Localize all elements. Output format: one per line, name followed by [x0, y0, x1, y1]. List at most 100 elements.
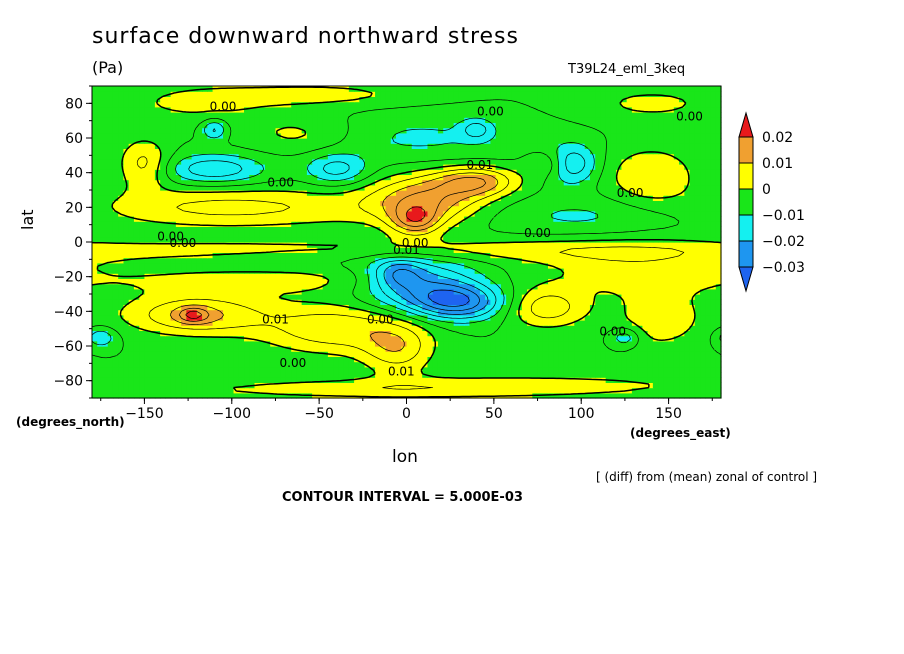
field-cell — [275, 335, 282, 342]
field-cell — [584, 392, 591, 399]
field-cell — [705, 314, 712, 321]
field-cell — [537, 236, 544, 243]
field-cell — [700, 320, 706, 326]
field-cell — [259, 392, 266, 399]
field-cell — [233, 325, 240, 331]
field-cell — [616, 200, 623, 207]
field-cell — [631, 184, 638, 191]
field-cell — [306, 210, 313, 217]
field-cell — [280, 205, 287, 212]
field-cell — [432, 325, 439, 331]
field-cell — [275, 320, 282, 326]
field-cell — [291, 205, 298, 212]
field-cell — [553, 356, 560, 363]
field-cell — [500, 273, 507, 279]
field-cell — [102, 273, 109, 279]
field-cell — [354, 231, 360, 238]
field-cell — [558, 262, 565, 269]
field-cell — [186, 226, 193, 233]
field-cell — [233, 262, 240, 269]
field-cell — [154, 221, 161, 227]
field-cell — [500, 309, 507, 316]
field-cell — [212, 242, 219, 248]
field-cell — [715, 210, 722, 217]
field-cell — [144, 330, 151, 337]
field-cell — [244, 184, 250, 191]
field-cell — [443, 325, 450, 331]
field-cell — [584, 190, 591, 196]
field-cell — [568, 216, 575, 222]
field-cell — [259, 273, 266, 279]
field-cell — [610, 346, 617, 352]
field-cell — [359, 205, 366, 212]
field-cell — [715, 392, 722, 399]
field-cell — [631, 273, 638, 279]
field-cell — [458, 252, 465, 259]
field-cell — [647, 268, 654, 274]
field-cell — [196, 325, 203, 331]
field-cell — [354, 382, 360, 389]
field-cell — [165, 361, 172, 368]
field-cell — [170, 262, 177, 269]
field-cell — [411, 288, 418, 295]
field-cell — [422, 190, 429, 196]
field-cell — [249, 226, 256, 233]
field-cell — [432, 320, 439, 326]
field-cell — [568, 190, 575, 196]
field-cell — [160, 221, 166, 227]
field-cell — [390, 242, 397, 248]
field-cell — [437, 288, 444, 295]
field-cell — [464, 346, 470, 352]
field-cell — [154, 283, 161, 290]
field-cell — [202, 288, 208, 295]
field-cell — [107, 304, 114, 311]
field-cell — [359, 273, 366, 279]
field-cell — [616, 356, 623, 363]
field-cell — [327, 262, 334, 269]
field-cell — [511, 309, 518, 316]
field-cell — [118, 200, 125, 207]
field-cell — [390, 195, 397, 201]
field-cell — [679, 346, 685, 352]
field-cell — [228, 268, 235, 274]
field-cell — [385, 335, 392, 342]
field-cell — [537, 226, 544, 233]
field-cell — [406, 273, 413, 279]
field-cell — [123, 283, 130, 290]
field-cell — [348, 309, 355, 316]
field-cell — [380, 320, 387, 326]
field-cell — [133, 387, 140, 394]
field-cell — [516, 340, 523, 347]
field-cell — [354, 299, 360, 305]
field-cell — [306, 325, 313, 331]
field-cell — [579, 184, 586, 191]
field-cell — [506, 351, 512, 357]
field-cell — [228, 283, 235, 290]
field-cell — [233, 320, 240, 326]
field-cell — [333, 262, 339, 269]
field-cell — [149, 252, 156, 259]
field-cell — [396, 377, 402, 383]
field-cell — [700, 252, 706, 259]
field-cell — [354, 236, 360, 243]
field-cell — [416, 325, 423, 331]
field-cell — [364, 288, 371, 295]
field-cell — [133, 195, 140, 201]
field-cell — [202, 195, 208, 201]
field-cell — [679, 195, 685, 201]
field-cell — [280, 392, 287, 399]
field-cell — [97, 304, 104, 311]
field-cell — [196, 210, 203, 217]
field-cell — [322, 330, 329, 337]
field-cell — [568, 200, 575, 207]
field-cell — [322, 278, 329, 285]
field-cell — [233, 236, 240, 243]
field-cell — [453, 377, 460, 383]
field-cell — [553, 210, 560, 217]
field-cell — [495, 257, 502, 264]
field-cell — [385, 226, 392, 233]
field-cell — [212, 268, 219, 274]
field-cell — [92, 304, 98, 311]
field-cell — [637, 351, 643, 357]
field-cell — [485, 356, 491, 363]
